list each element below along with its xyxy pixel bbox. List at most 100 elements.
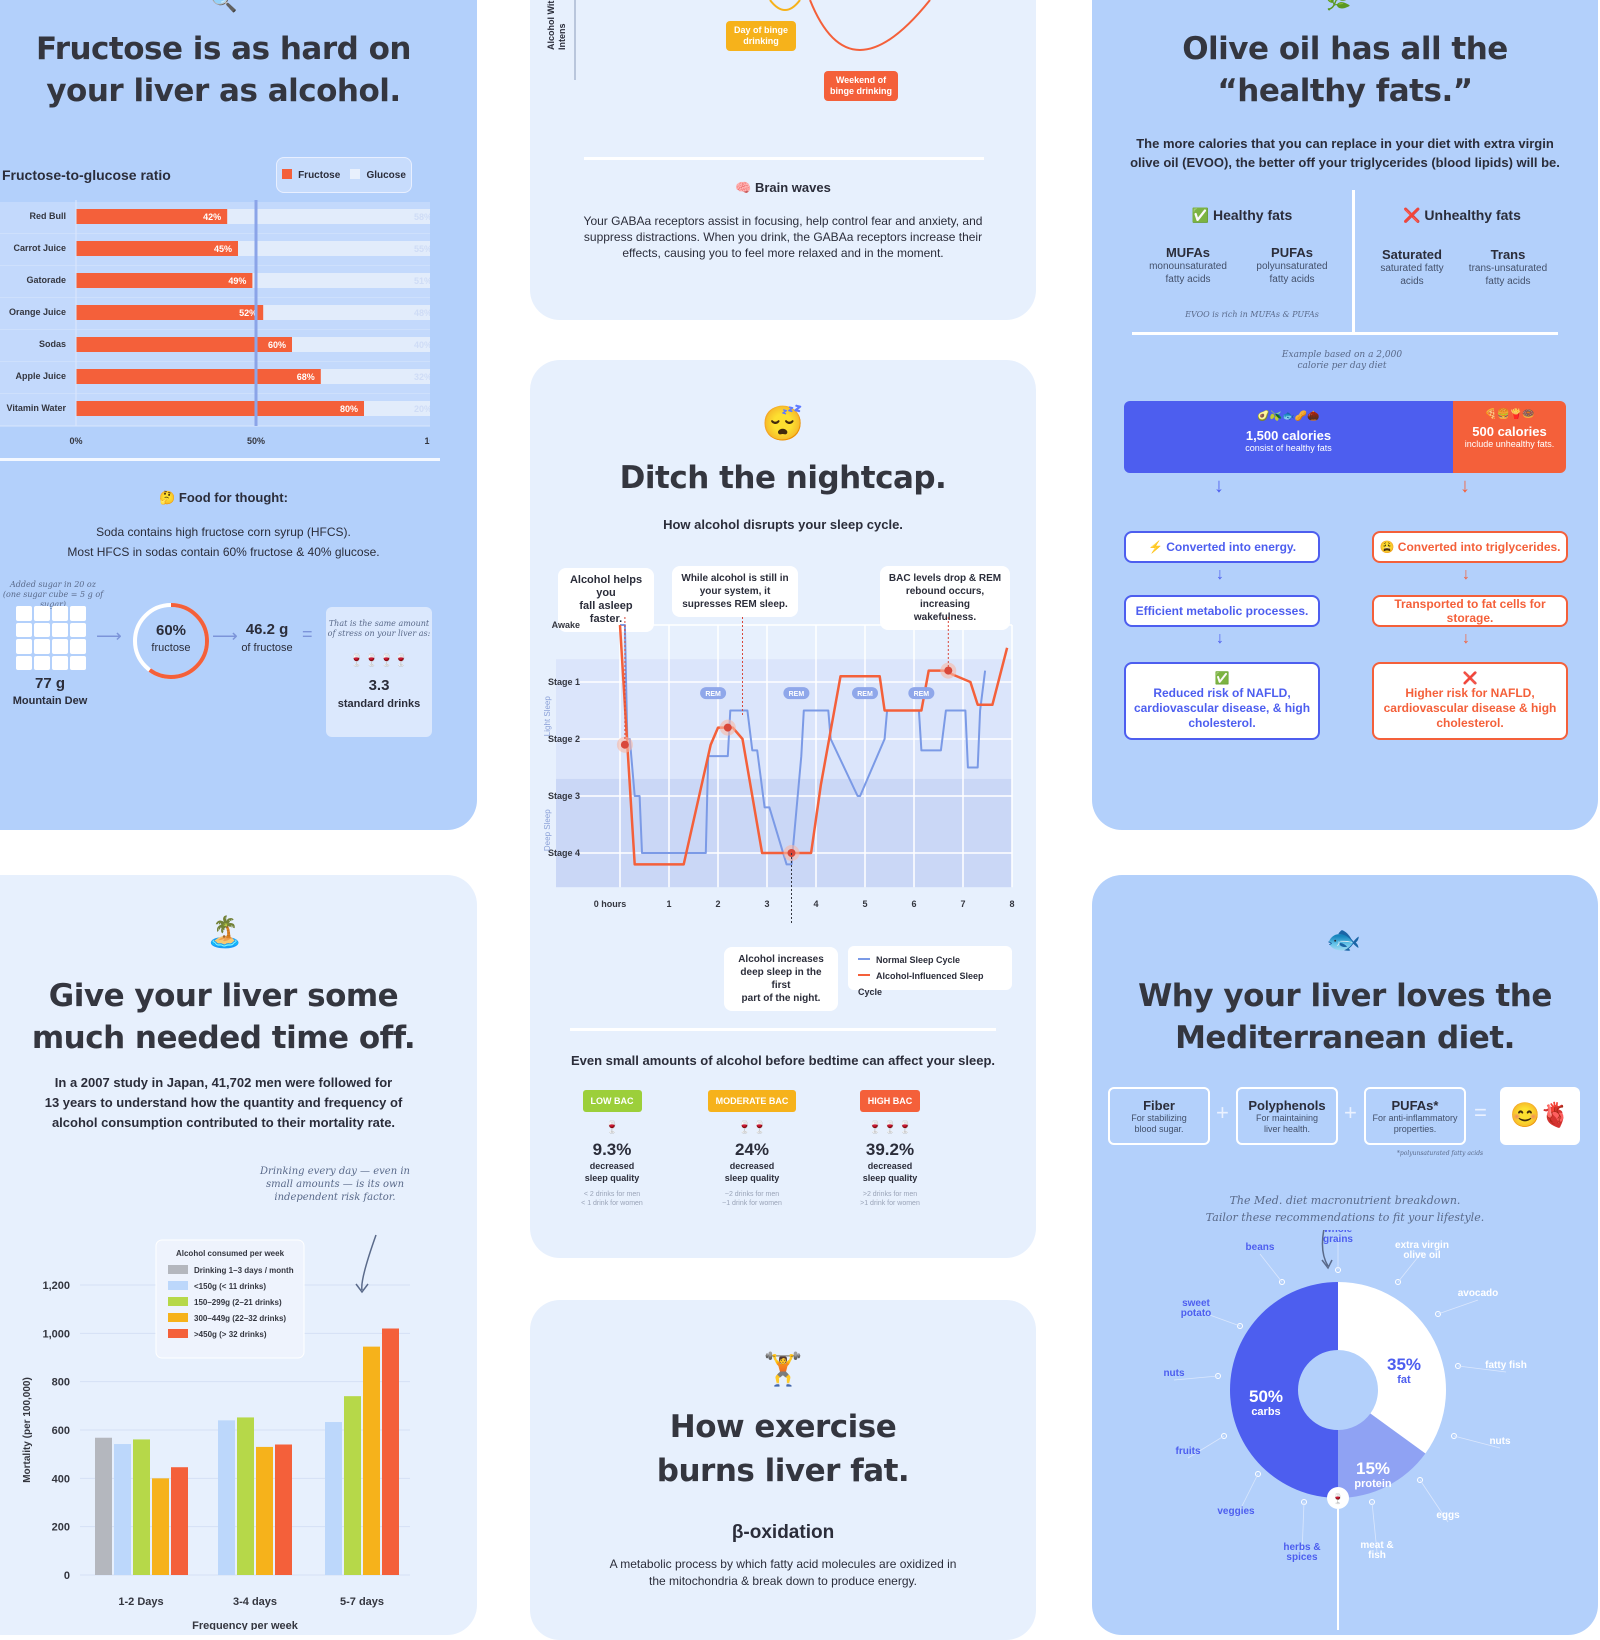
reduced-risk-box: ✅ Reduced risk of NAFLD, cardiovascular di…	[1124, 662, 1320, 740]
fructose-value-label: 60%	[268, 340, 286, 350]
bac-label: decreased sleep quality	[724, 1161, 780, 1183]
converted-triglycerides-box: 😩 Converted into triglycerides.	[1372, 531, 1568, 563]
svg-text:REM: REM	[857, 691, 873, 698]
divider	[570, 1028, 996, 1031]
x-tick-label: 0%	[69, 436, 82, 446]
cross-icon: ❌	[1403, 207, 1421, 223]
x-tick-label: 50%	[247, 436, 265, 446]
polyphenols-box: Polyphenols For maintaining liver health.	[1236, 1087, 1338, 1145]
mufa-item: MUFAs monounsaturated fatty acids	[1149, 245, 1227, 285]
med-title: Why your liver loves the Mediterranean di…	[1138, 978, 1552, 1056]
pie-pct-label: 15%	[1356, 1459, 1390, 1478]
mortality-bar	[218, 1420, 235, 1575]
pufa-footnote: *polyunsaturated fatty acids	[1396, 1150, 1484, 1157]
brain-waves-title: 🧠 Brain waves	[735, 180, 831, 195]
y-tick-label: Stage 1	[548, 677, 580, 687]
fructose-bar	[76, 369, 321, 384]
y-tick-label: 400	[52, 1473, 70, 1485]
normal-sleep-line	[620, 624, 987, 866]
food-label: wholegrains	[1323, 1230, 1354, 1245]
divider	[1132, 332, 1558, 335]
stress-box: That is the same amount of stress on your…	[326, 607, 432, 737]
sleep-card: 😴 Ditch the nightcap. How alcohol disrup…	[530, 360, 1036, 1258]
liver-card: 🏝️ Give your liver some much needed time …	[0, 875, 477, 1635]
plus-icon: +	[1216, 1100, 1229, 1125]
food-dot	[1395, 1279, 1401, 1285]
mortality-bar	[171, 1467, 188, 1575]
higher-risk-box: ❌ Higher risk for NAFLD, cardiovascular di…	[1372, 662, 1568, 740]
bar-category-label: Vitamin Water	[6, 403, 66, 413]
healthy-fats-heading: ✅ Healthy fats	[1191, 207, 1293, 223]
fructose-bar	[76, 241, 238, 256]
ring-pct: 60%	[155, 622, 187, 639]
weightlifter-icon: 🏋️	[763, 1351, 803, 1387]
bac-note: < 2 drinks for men < 1 drink for women	[581, 1191, 643, 1207]
wine-glass-icon: 🍷🍷	[737, 1120, 767, 1134]
rem-marker: REM	[852, 687, 878, 700]
mortality-bar	[114, 1444, 131, 1575]
food-label: meat & fish	[1360, 1540, 1393, 1561]
food-label: nuts	[1163, 1368, 1185, 1379]
fructose-grams-label: of fructose	[241, 642, 293, 654]
x-tick-label: 3-4 days	[233, 1596, 277, 1608]
axis-label: Alcohol Wit Intens	[546, 0, 567, 50]
example-note: Example based on a 2,000 calorie per day …	[1281, 350, 1403, 371]
food-label: eggs	[1436, 1510, 1460, 1521]
svg-text:REM: REM	[914, 691, 930, 698]
glucose-value-label: 55%	[414, 244, 430, 254]
x-tick-label: 2	[715, 899, 720, 909]
food-dot	[1417, 1477, 1423, 1483]
svg-text:REM: REM	[705, 691, 721, 698]
y-tick-label: Stage 3	[548, 791, 580, 801]
sugar-brand: Mountain Dew	[12, 695, 88, 707]
liver-title: Give your liver some much needed time off…	[31, 978, 416, 1056]
x-tick-label: 3	[764, 899, 769, 909]
highlight-dot-core	[620, 740, 629, 749]
y-tick-label: 200	[52, 1522, 70, 1534]
fructose-bar	[76, 337, 292, 352]
fructose-grams: 46.2 g	[245, 621, 289, 638]
pie-slice-protein	[1338, 1413, 1426, 1498]
bar-category-label: Gatorade	[26, 275, 66, 285]
fat-storage-box: Transported to fat cells for storage.	[1372, 595, 1568, 627]
food-label: avocado	[1458, 1288, 1499, 1299]
fructose-value-label: 68%	[297, 372, 315, 382]
evoo-note: EVOO is rich in MUFAs & PUFAs	[1185, 310, 1319, 319]
unhealthy-fats-heading: ❌ Unhealthy fats	[1403, 207, 1521, 223]
x-tick-label: 6	[911, 899, 916, 909]
glucose-value-label: 58%	[414, 212, 430, 222]
exercise-title: How exercise burns liver fat.	[656, 1409, 910, 1489]
unhealthy-calories: 🍕🍔🍟🍩 500 calories include unhealthy fats…	[1453, 401, 1566, 473]
check-icon: ✅	[1214, 671, 1230, 685]
arrow-down-icon: ↓	[1462, 630, 1470, 647]
arrow-down-icon: ↓	[1216, 566, 1224, 583]
olive-text: The more calories that you can replace i…	[1130, 136, 1560, 170]
svg-text:>450g (> 32 drinks): >450g (> 32 drinks)	[194, 1330, 267, 1339]
trans-item: Trans trans-unsaturated fatty acids	[1468, 247, 1548, 287]
glucose-value-label: 51%	[414, 276, 430, 286]
food-label: extra virgin olive oil	[1395, 1240, 1449, 1261]
fructose-value-label: 80%	[340, 404, 358, 414]
y-tick-label: 1,000	[42, 1328, 70, 1340]
bac-item: MODERATE BAC 🍷🍷 24% decreased sleep quality ~…	[692, 1090, 812, 1208]
note-rem-suppressed: While alcohol is still in your system, it…	[672, 566, 798, 617]
highlight-dot-core	[723, 723, 732, 732]
check-icon: ✅	[1191, 207, 1210, 223]
note-rem-rebound: BAC levels drop & REM rebound occurs, incr…	[880, 566, 1010, 630]
deep-sleep-band	[556, 778, 1012, 888]
food-label: beans	[1246, 1242, 1275, 1253]
olive-branch-icon: 🌿	[1324, 0, 1351, 12]
pie-slice-carbs	[1230, 1282, 1338, 1498]
exercise-card: 🏋️ How exercise burns liver fat. β-oxidat…	[530, 1300, 1036, 1640]
mortality-bar	[95, 1437, 112, 1575]
fructose-ring	[133, 603, 209, 679]
drinks-value: 3.3	[368, 677, 390, 694]
y-tick-label: 600	[52, 1425, 70, 1437]
fructose-chart-title: Fructose-to-glucose ratio	[2, 167, 171, 183]
x-tick-label: 8	[1009, 899, 1014, 909]
food-dot	[1451, 1433, 1457, 1439]
svg-text:Drinking 1–3 days / month: Drinking 1–3 days / month	[194, 1266, 294, 1275]
food-icons: 🥑🫒🐟🥜🌰	[1257, 411, 1320, 422]
macro-note: The Med. diet macronutrient breakdown. Ta…	[1205, 1194, 1485, 1224]
sleep-cycle-chart: 0 hours 1 2 3 4 5 6 7 8 Awake Stage 1 Stage 2 Stage …	[543, 615, 1015, 925]
